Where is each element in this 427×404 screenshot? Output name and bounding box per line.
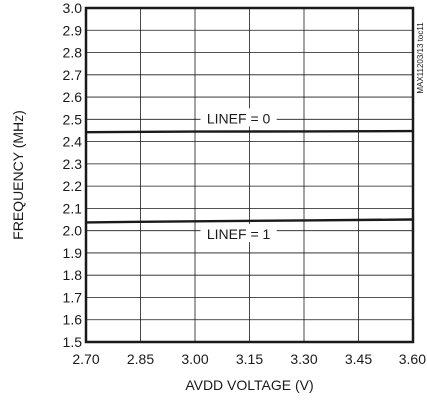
series-line xyxy=(85,129,414,134)
y-tick-label: 1.6 xyxy=(63,312,83,328)
y-tick-label: 2.2 xyxy=(63,178,83,194)
y-tick-label: 1.8 xyxy=(63,267,83,283)
x-tick-label: 3.60 xyxy=(399,351,426,367)
x-tick-label: 2.85 xyxy=(127,351,154,367)
x-tick-label: 3.00 xyxy=(181,351,208,367)
y-tick-labels: 3.0 2.9 2.8 2.7 2.6 2.5 2.4 2.3 2.2 2.1 2.0 1.9 1.8 1… xyxy=(63,0,83,350)
x-axis-title: AVDD VOLTAGE (V) xyxy=(185,377,313,393)
y-tick-label: 2.0 xyxy=(63,223,83,239)
y-tick-label: 2.1 xyxy=(63,200,83,216)
x-tick-label: 3.30 xyxy=(290,351,317,367)
x-tick-label: 3.45 xyxy=(345,351,372,367)
x-tick-labels: 2.70 2.85 3.00 3.15 3.30 3.45 3.60 xyxy=(72,351,426,367)
annotation-label: LINEF = 0 xyxy=(207,110,271,126)
y-tick-label: 1.7 xyxy=(63,289,83,305)
annotation-background xyxy=(200,224,277,243)
grid-lines xyxy=(85,7,414,343)
y-tick-label: 3.0 xyxy=(63,0,83,16)
y-tick-label: 2.5 xyxy=(63,111,83,127)
y-tick-label: 2.7 xyxy=(63,67,83,83)
y-tick-label: 2.4 xyxy=(63,134,83,150)
x-tick-label: 3.15 xyxy=(236,351,263,367)
series-lines xyxy=(85,129,414,224)
x-tick-label: 2.70 xyxy=(72,351,99,367)
y-tick-label: 2.3 xyxy=(63,156,83,172)
annotation-label: LINEF = 1 xyxy=(207,226,271,242)
annotation-background xyxy=(200,108,277,127)
y-tick-label: 1.9 xyxy=(63,245,83,261)
y-tick-label: 2.6 xyxy=(63,89,83,105)
y-tick-label: 2.8 xyxy=(63,45,83,61)
annotations: LINEF = 0 LINEF = 1 xyxy=(200,108,277,243)
side-note: MAX11203/13 toc11 xyxy=(416,22,425,94)
y-tick-label: 1.5 xyxy=(63,334,83,350)
y-axis-title: FREQUENCY (MHz) xyxy=(10,110,26,240)
y-tick-label: 2.9 xyxy=(63,22,83,38)
series-line xyxy=(85,218,414,224)
plot-frame xyxy=(84,6,415,344)
